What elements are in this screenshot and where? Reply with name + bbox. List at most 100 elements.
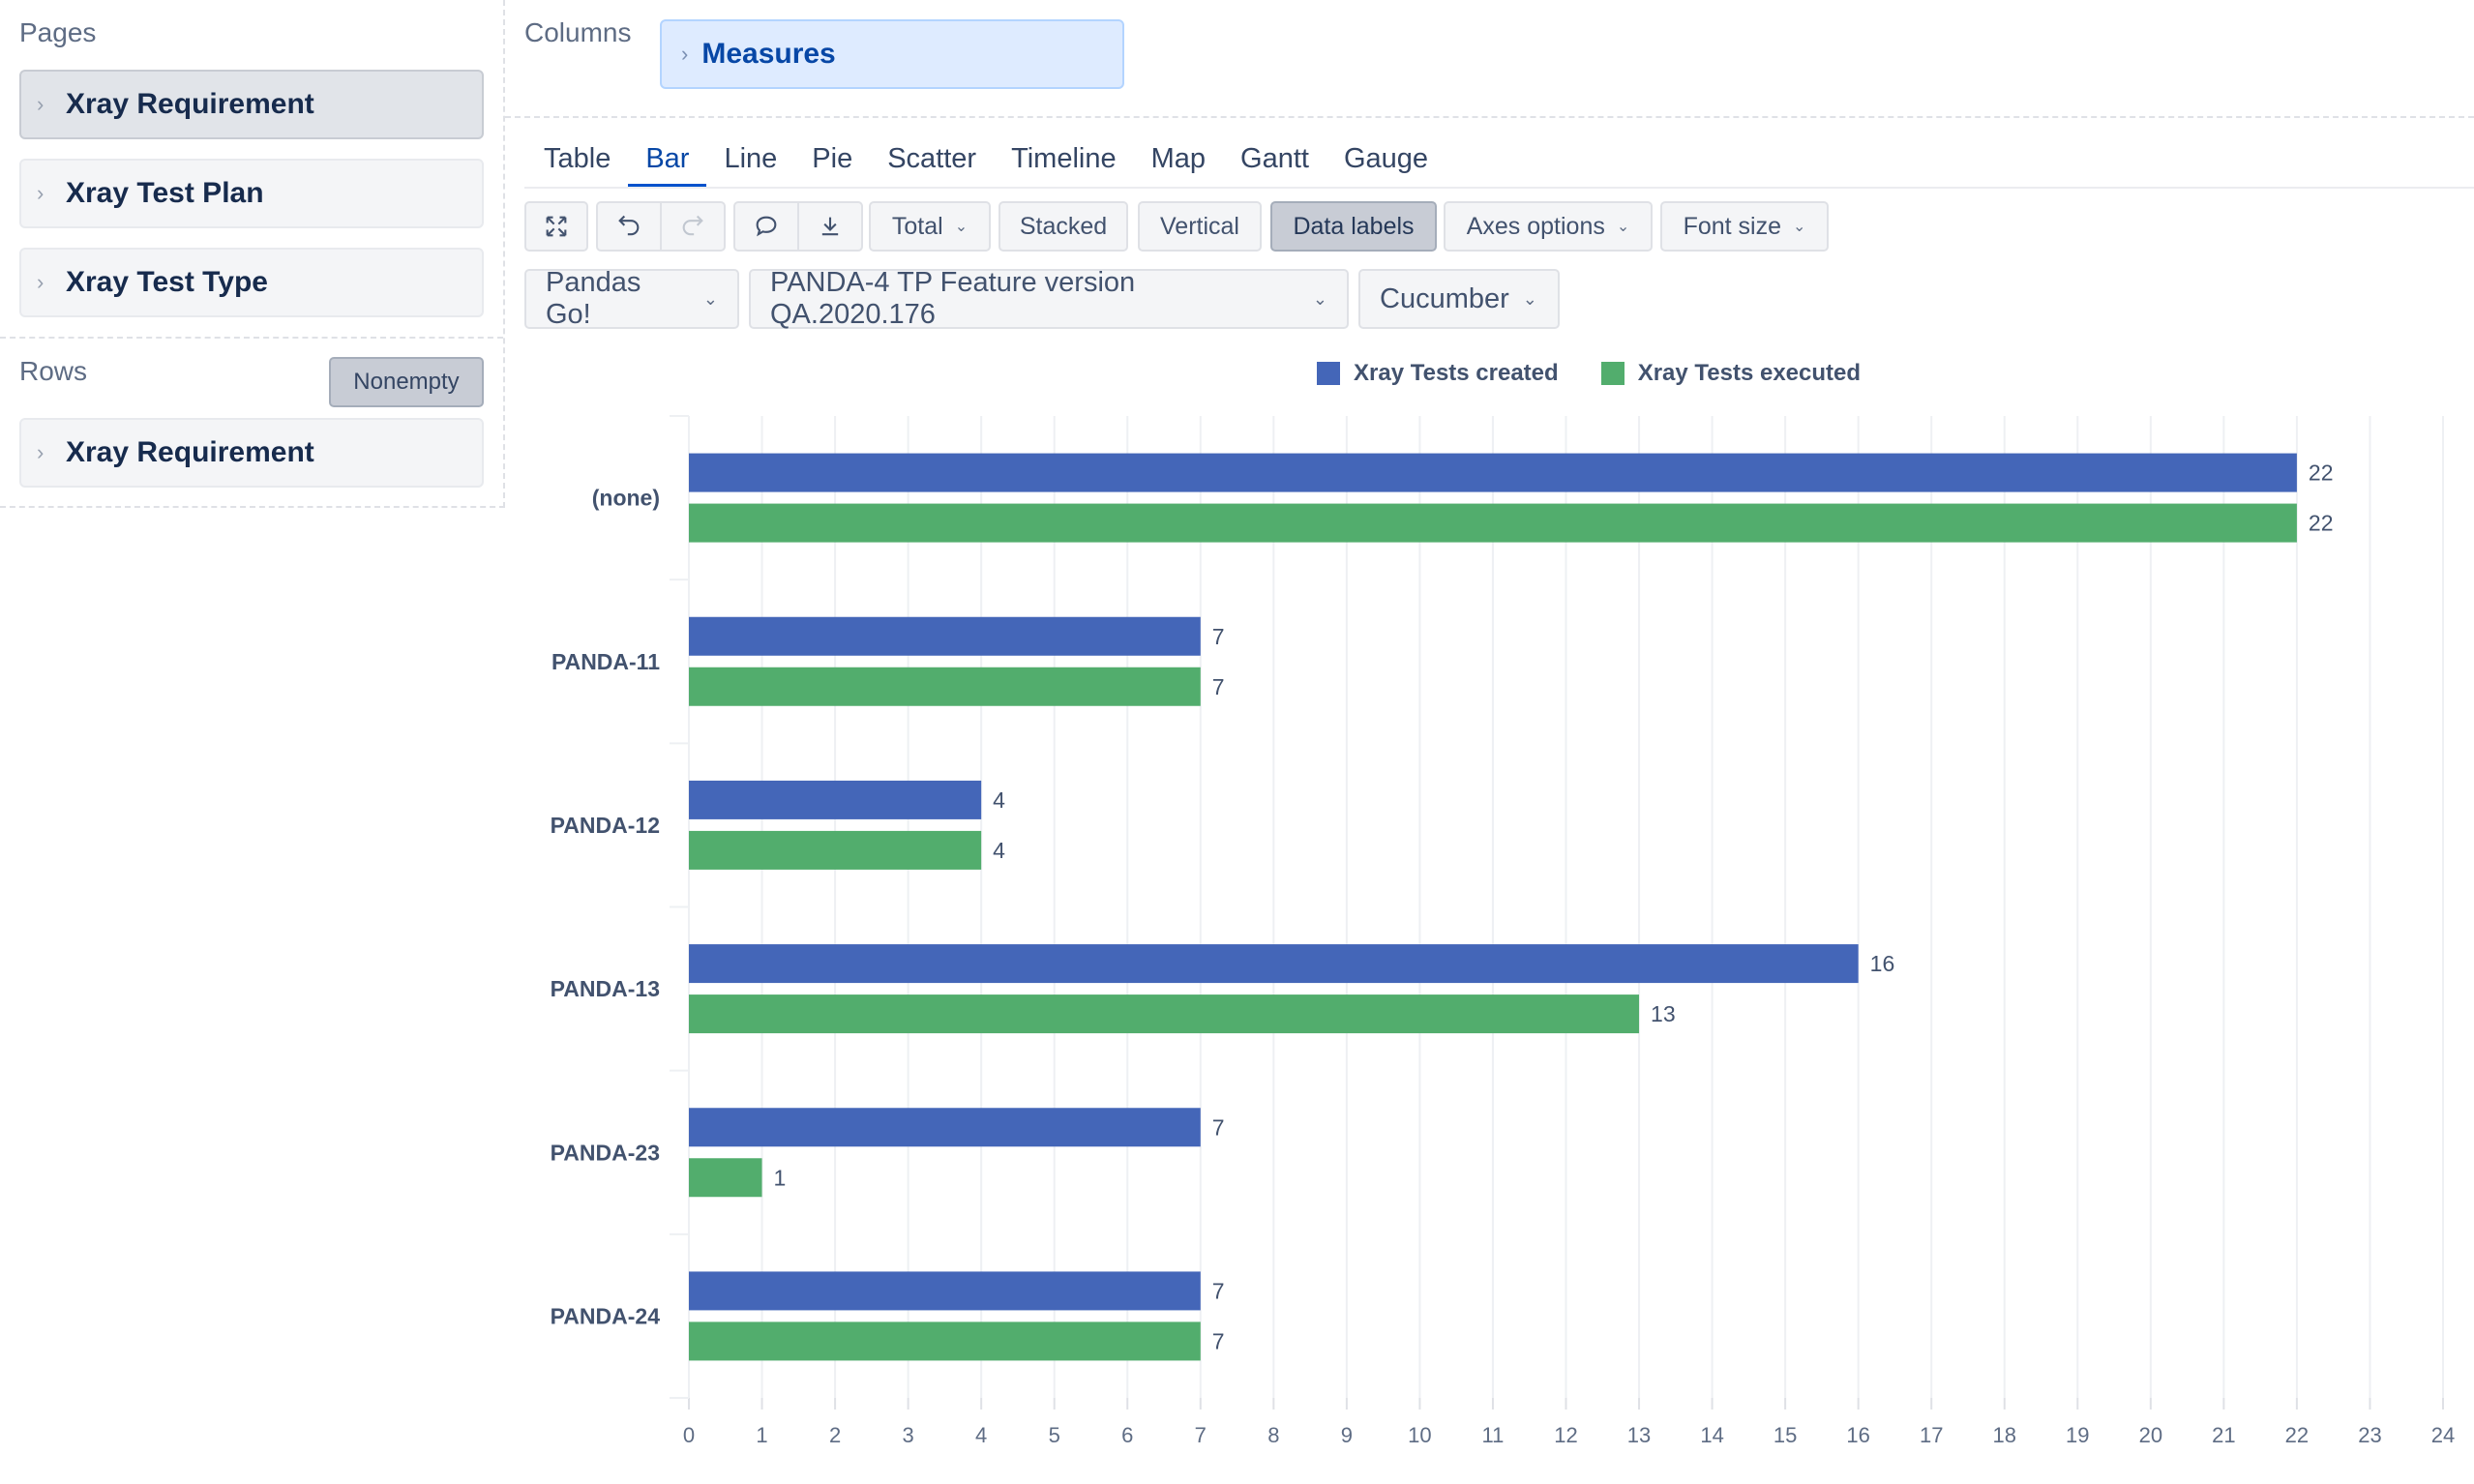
bar-executed[interactable] <box>689 667 1201 706</box>
columns-item-label: Measures <box>701 38 836 70</box>
data-label: 22 <box>2309 460 2334 486</box>
x-tick-label: 12 <box>1554 1423 1577 1447</box>
download-button[interactable] <box>797 201 863 252</box>
data-label: 16 <box>1870 951 1895 976</box>
pages-item-label: Xray Requirement <box>66 88 314 120</box>
tab-timeline[interactable]: Timeline <box>1011 143 1117 174</box>
pages-item-label: Xray Test Type <box>66 266 268 298</box>
x-tick-label: 18 <box>1993 1423 2016 1447</box>
undo-button[interactable] <box>596 201 662 252</box>
x-tick-label: 6 <box>1121 1423 1133 1447</box>
stacked-button[interactable]: Stacked <box>999 201 1128 252</box>
bar-created[interactable] <box>689 453 2297 492</box>
download-icon <box>821 217 839 236</box>
redo-button[interactable] <box>660 201 726 252</box>
pages-item-xray-test-type[interactable]: › Xray Test Type <box>19 248 484 317</box>
font-size-label: Font size <box>1683 212 1782 240</box>
x-tick-label: 13 <box>1627 1423 1651 1447</box>
legend-swatch <box>1317 362 1340 385</box>
test-plan-filter-dropdown[interactable]: PANDA-4 TP Feature version QA.2020.176 ⌄ <box>749 267 1349 330</box>
x-tick-label: 9 <box>1341 1423 1353 1447</box>
project-filter-value: Pandas Go! <box>546 267 641 330</box>
chart-type-tabs: Table Bar Line Pie Scatter Timeline Map … <box>526 139 1446 188</box>
bar-created[interactable] <box>689 616 1201 656</box>
data-label: 4 <box>993 787 1005 813</box>
comment-button[interactable] <box>733 201 799 252</box>
tab-gauge[interactable]: Gauge <box>1343 143 1429 174</box>
pages-item-xray-requirement[interactable]: › Xray Requirement <box>19 70 484 139</box>
tab-pie[interactable]: Pie <box>812 143 853 174</box>
x-tick-label: 0 <box>683 1423 695 1447</box>
axes-options-dropdown[interactable]: Axes options ⌄ <box>1444 201 1653 252</box>
legend-item-executed[interactable]: Xray Tests executed <box>1600 360 1862 387</box>
rows-item-xray-requirement[interactable]: › Xray Requirement <box>19 418 484 488</box>
legend-item-created[interactable]: Xray Tests created <box>1317 360 1559 387</box>
data-label: 13 <box>1651 1001 1676 1026</box>
expand-icon <box>546 216 567 237</box>
total-dropdown[interactable]: Total ⌄ <box>869 201 991 252</box>
data-label: 7 <box>1212 674 1225 699</box>
total-dropdown-label: Total <box>891 212 943 240</box>
x-tick-label: 7 <box>1195 1423 1207 1447</box>
pages-rows-divider <box>0 337 503 339</box>
left-panel: Pages › Xray Requirement › Xray Test Pla… <box>0 0 505 508</box>
tabs-underline <box>524 187 2474 189</box>
bar-created[interactable] <box>689 1108 1201 1147</box>
x-tick-label: 3 <box>903 1423 914 1447</box>
test-type-filter-value: Cucumber <box>1380 282 1509 314</box>
tab-scatter[interactable]: Scatter <box>887 143 977 174</box>
x-tick-label: 8 <box>1267 1423 1279 1447</box>
bar-chart: 0 1 2 3 4 5 6 7 8 9 10 11 12 13 14 15 16 17 18 19 20 21 22 23 24… <box>551 415 2455 1447</box>
bar-executed[interactable] <box>689 1321 1201 1361</box>
bar-created[interactable] <box>689 780 982 819</box>
comment-icon <box>756 216 777 237</box>
bar-created[interactable] <box>689 1271 1201 1311</box>
tab-line[interactable]: Line <box>724 143 778 174</box>
tab-gantt[interactable]: Gantt <box>1240 143 1309 174</box>
data-labels-button[interactable]: Data labels <box>1270 201 1437 252</box>
chevron-down-icon: ⌄ <box>1312 288 1327 309</box>
bar-executed[interactable] <box>689 830 982 870</box>
chevron-down-icon: ⌄ <box>1793 219 1806 235</box>
data-label: 7 <box>1212 1278 1225 1303</box>
pages-title: Pages <box>19 17 97 47</box>
chevron-right-icon: › <box>681 42 689 66</box>
pages-item-xray-test-plan[interactable]: › Xray Test Plan <box>19 159 484 228</box>
bar-created[interactable] <box>689 944 1859 984</box>
bar-executed[interactable] <box>689 503 2297 543</box>
chevron-down-icon: ⌄ <box>1522 288 1537 309</box>
test-plan-filter-value: PANDA-4 TP Feature version QA.2020.176 <box>770 267 1136 330</box>
chart-legend: Xray Tests created Xray Tests executed <box>1317 360 1903 387</box>
chevron-down-icon: ⌄ <box>1616 219 1630 235</box>
legend-label: Xray Tests executed <box>1637 360 1862 386</box>
columns-divider <box>505 116 2474 118</box>
chevron-right-icon: › <box>37 270 45 294</box>
chevron-right-icon: › <box>37 92 45 116</box>
x-tick-label: 19 <box>2066 1423 2089 1447</box>
project-filter-dropdown[interactable]: Pandas Go! ⌄ <box>524 267 739 330</box>
test-type-filter-dropdown[interactable]: Cucumber ⌄ <box>1358 269 1560 329</box>
x-tick-label: 14 <box>1700 1423 1723 1447</box>
expand-button[interactable] <box>524 201 588 252</box>
nonempty-button[interactable]: Nonempty <box>329 357 484 407</box>
data-label: 7 <box>1212 1328 1225 1353</box>
tab-bar[interactable]: Bar <box>628 139 707 188</box>
columns-item-measures[interactable]: › Measures <box>660 19 1124 89</box>
bar-executed[interactable] <box>689 1158 762 1198</box>
chevron-down-icon: ⌄ <box>954 219 969 235</box>
x-tick-label: 23 <box>2358 1423 2381 1447</box>
vertical-button[interactable]: Vertical <box>1138 201 1262 252</box>
bar-executed[interactable] <box>689 994 1640 1034</box>
x-tick-label: 4 <box>975 1423 987 1447</box>
x-tick-label: 24 <box>2431 1423 2455 1447</box>
data-label: 7 <box>1212 1114 1225 1140</box>
tab-map[interactable]: Map <box>1150 143 1207 174</box>
x-tick-label: 16 <box>1846 1423 1869 1447</box>
font-size-dropdown[interactable]: Font size ⌄ <box>1660 201 1829 252</box>
x-tick-label: 15 <box>1774 1423 1797 1447</box>
legend-swatch <box>1600 362 1624 385</box>
undo-icon <box>618 215 640 236</box>
pages-item-label: Xray Test Plan <box>66 177 264 209</box>
tab-table[interactable]: Table <box>544 143 611 174</box>
x-tick-label: 5 <box>1049 1423 1060 1447</box>
